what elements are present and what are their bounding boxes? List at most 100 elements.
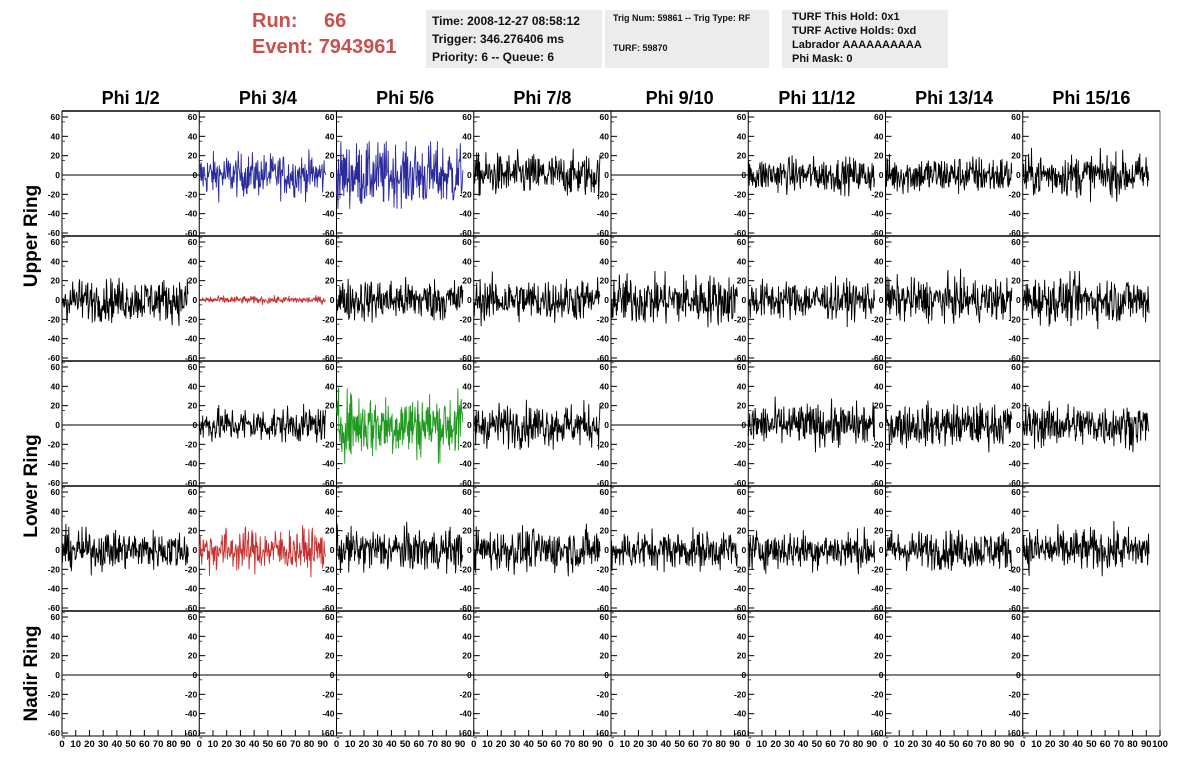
y-tick-label: 0	[330, 545, 335, 555]
y-tick-label: -40	[1008, 709, 1021, 719]
waveform-trace	[610, 527, 738, 573]
y-tick-label: 20	[1011, 401, 1021, 411]
y-tick-label: -60	[734, 228, 747, 238]
y-tick-label: 60	[51, 362, 61, 372]
x-tick-label: 70	[839, 739, 850, 750]
x-tick-label: 20	[770, 739, 781, 750]
trigger-info-box: Trig Num: 59861 -- Trig Type: RF TURF: 5…	[605, 10, 769, 68]
waveform-trace	[61, 277, 189, 326]
y-tick-label: 60	[600, 487, 610, 497]
y-tick-label: -40	[185, 334, 198, 344]
y-tick-label: 60	[462, 612, 472, 622]
turf-info-box: TURF This Hold: 0x1 TURF Active Holds: 0…	[782, 10, 948, 68]
y-tick-label: -60	[871, 603, 884, 613]
y-tick-label: -60	[48, 603, 61, 613]
waveform-trace	[1022, 147, 1150, 203]
x-tick-label: 0	[334, 739, 339, 750]
y-tick-label: 20	[325, 151, 335, 161]
y-tick-label: 0	[879, 545, 884, 555]
y-tick-label: 40	[325, 631, 335, 641]
y-tick-label: 20	[188, 651, 198, 661]
y-tick-label: 0	[1016, 670, 1021, 680]
y-tick-label: 20	[874, 276, 884, 286]
x-tick-label: 10	[482, 739, 493, 750]
waveform-trace	[747, 155, 875, 197]
x-tick-label: 80	[167, 739, 178, 750]
y-tick-label: 40	[600, 256, 610, 266]
y-tick-label: -60	[322, 603, 335, 613]
y-tick-label: -40	[322, 459, 335, 469]
y-tick-label: 40	[737, 506, 747, 516]
x-tick-label: 10	[208, 739, 219, 750]
y-tick-label: -20	[871, 439, 884, 449]
y-tick-label: 20	[1011, 526, 1021, 536]
y-tick-label: 20	[737, 651, 747, 661]
y-tick-label: 40	[51, 381, 61, 391]
y-tick-label: -20	[1008, 689, 1021, 699]
y-tick-label: 20	[462, 651, 472, 661]
x-tick-label: 40	[798, 739, 809, 750]
waveform-panel: 60 40 20 0 -20 -40 -60	[1008, 485, 1160, 614]
x-tick-label: 30	[510, 739, 521, 750]
y-tick-label: 0	[879, 420, 884, 430]
column-title: Phi 11/12	[778, 88, 855, 108]
waveform-panel: 60 40 20 0 -20 -40 -60	[459, 110, 611, 239]
column-title: Phi 5/6	[376, 88, 434, 108]
y-tick-label: -20	[734, 439, 747, 449]
y-tick-label: 60	[737, 112, 747, 122]
y-tick-label: -60	[871, 228, 884, 238]
y-tick-label: 40	[737, 381, 747, 391]
y-tick-label: 40	[1011, 631, 1021, 641]
y-tick-label: -40	[459, 709, 472, 719]
y-tick-label: 0	[55, 170, 60, 180]
x-tick-label: 80	[1127, 739, 1138, 750]
waveform-panel: 60 40 20 0 -20 -40 -60	[734, 360, 886, 489]
x-tick-label: 90	[592, 739, 603, 750]
y-tick-label: -60	[597, 728, 610, 738]
waveform-trace	[336, 141, 464, 209]
waveform-trace	[473, 148, 601, 200]
y-tick-label: 0	[742, 420, 747, 430]
y-tick-label: -40	[734, 709, 747, 719]
y-tick-label: -60	[871, 353, 884, 363]
x-tick-label: 50	[949, 739, 960, 750]
y-tick-label: -20	[185, 439, 198, 449]
y-tick-label: -60	[459, 228, 472, 238]
y-tick-label: -40	[322, 584, 335, 594]
y-tick-label: 60	[188, 112, 198, 122]
y-tick-label: -20	[48, 314, 61, 324]
y-tick-label: -40	[322, 334, 335, 344]
y-tick-label: 20	[874, 401, 884, 411]
y-tick-label: -20	[597, 439, 610, 449]
y-tick-label: 40	[600, 131, 610, 141]
x-tick-label: 60	[139, 739, 150, 750]
x-tick-label: 50	[812, 739, 823, 750]
y-tick-label: -20	[734, 314, 747, 324]
y-tick-label: -60	[597, 603, 610, 613]
y-tick-label: 20	[600, 276, 610, 286]
y-tick-label: -20	[48, 189, 61, 199]
y-tick-label: -40	[1008, 459, 1021, 469]
y-tick-label: 0	[742, 170, 747, 180]
x-tick-label: 40	[1072, 739, 1083, 750]
y-tick-label: 0	[193, 545, 198, 555]
y-tick-label: -60	[597, 353, 610, 363]
waveform-panel: 60 40 20 0 -20 -40 -60	[322, 485, 474, 614]
y-tick-label: 40	[737, 131, 747, 141]
y-tick-label: 60	[325, 362, 335, 372]
waveform-trace	[336, 276, 464, 323]
ring-label: Lower Ring	[21, 434, 42, 537]
column-title: Phi 9/10	[646, 88, 714, 108]
y-tick-label: -40	[48, 709, 61, 719]
y-tick-label: 60	[1011, 487, 1021, 497]
y-tick-label: 0	[467, 170, 472, 180]
y-tick-label: 0	[55, 545, 60, 555]
x-tick-label: 90	[1004, 739, 1015, 750]
y-tick-label: -60	[48, 728, 61, 738]
waveform-panel: 60 40 20 0 -20 -40 -60	[185, 235, 337, 364]
y-tick-label: -20	[322, 439, 335, 449]
y-tick-label: 40	[188, 256, 198, 266]
waveform-trace	[885, 153, 1013, 195]
